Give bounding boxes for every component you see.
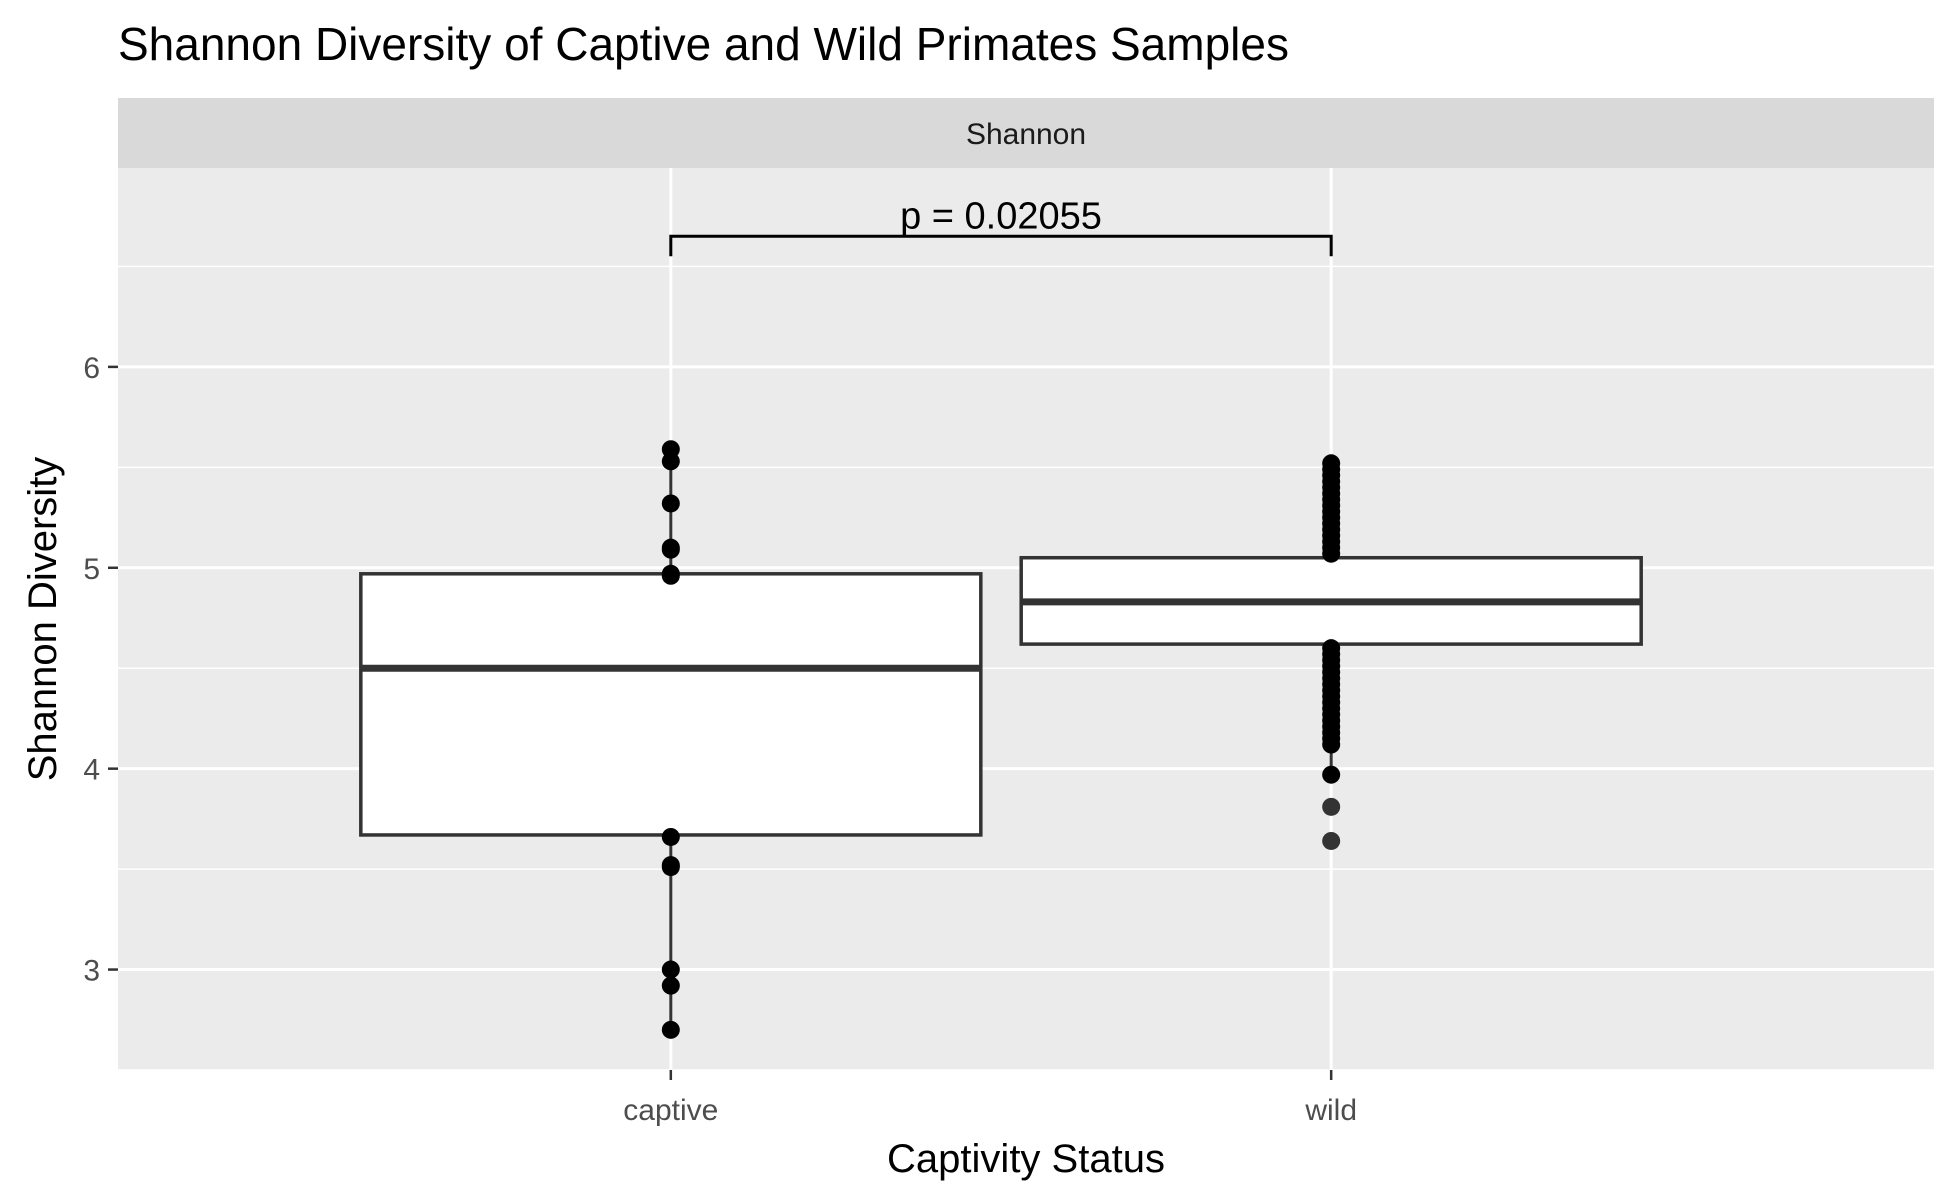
- y-axis-title: Shannon Diversity: [21, 457, 65, 782]
- x-tick-label: wild: [1304, 1094, 1357, 1127]
- box-plots: [359, 440, 1643, 1039]
- data-point: [661, 827, 680, 846]
- significance-annotation: p = 0.02055: [669, 195, 1333, 257]
- axes: 3 4 5 6 captive wild: [83, 352, 1357, 1127]
- facet-strip-label: Shannon: [966, 118, 1086, 151]
- data-point: [661, 976, 680, 995]
- p-value-label: p = 0.02055: [900, 195, 1102, 237]
- data-point: [661, 1020, 680, 1039]
- data-point: [1322, 765, 1341, 784]
- data-point: [661, 452, 680, 471]
- x-axis-title: Captivity Status: [887, 1137, 1165, 1181]
- data-point: [661, 858, 680, 877]
- data-point: [1322, 735, 1341, 754]
- outlier-point: [1322, 831, 1341, 850]
- data-point: [1322, 544, 1341, 563]
- data-point: [661, 540, 680, 559]
- box-group-wild: [1019, 454, 1643, 850]
- data-point: [661, 566, 680, 585]
- y-tick-label: 4: [83, 754, 100, 787]
- box-group-captive: [359, 440, 983, 1039]
- data-point: [661, 960, 680, 979]
- box: [359, 572, 983, 837]
- y-tick-label: 3: [83, 955, 100, 988]
- data-point: [661, 494, 680, 513]
- significance-bracket: [669, 234, 1333, 257]
- x-tick-label: captive: [623, 1094, 718, 1127]
- chart-title: Shannon Diversity of Captive and Wild Pr…: [118, 18, 1289, 70]
- y-tick-label: 5: [83, 553, 100, 586]
- outlier-point: [1322, 797, 1341, 816]
- facet-strip: [118, 98, 1934, 168]
- y-tick-label: 6: [83, 352, 100, 385]
